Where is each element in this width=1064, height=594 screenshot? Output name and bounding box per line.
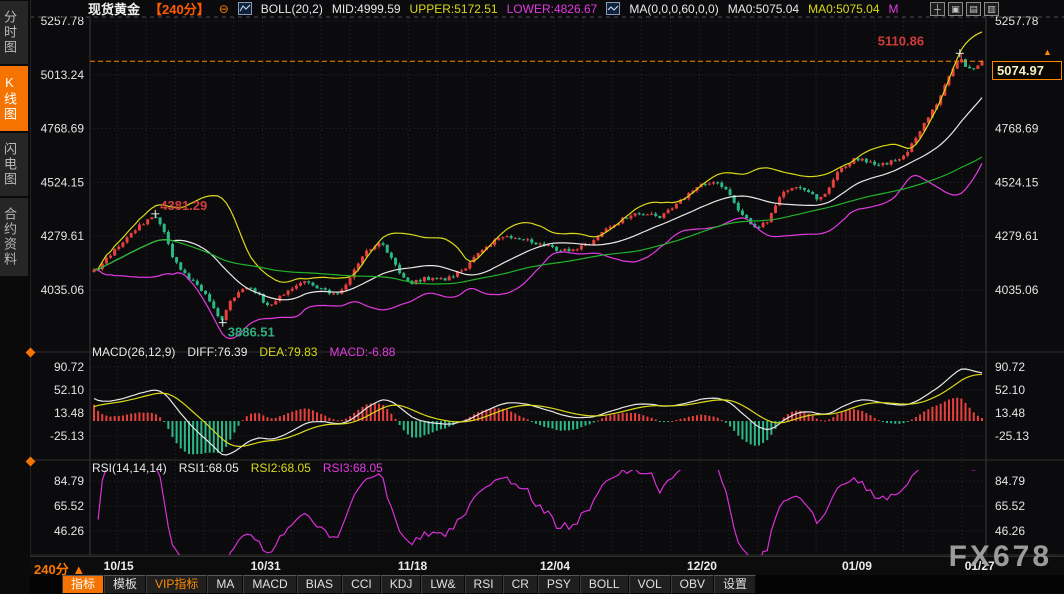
macd-legend: MACD(26,12,9) DIFF:76.39 DEA:79.83 MACD:… (92, 345, 396, 359)
rsi2-value: RSI2:68.05 (250, 461, 311, 475)
y-axis-label: -25.13 (995, 429, 1029, 443)
symbol-title: 现货黄金 (88, 2, 141, 17)
chart-header: 现货黄金 【240分】 ⊖ BOLL(20,2) MID:4999.59 UPP… (88, 1, 899, 18)
x-axis-date-label: 10/31 (250, 559, 281, 573)
y-axis-label: 46.26 (54, 524, 84, 538)
sidebar-tab-2[interactable]: 闪电图 (0, 133, 28, 196)
y-axis-label: 65.52 (54, 499, 84, 513)
toolbar-button-VIP指标[interactable]: VIP指标 (146, 575, 208, 594)
pane-layout-1-icon[interactable]: ▣ (948, 2, 963, 16)
x-axis-date-label: 11/18 (397, 559, 428, 573)
y-axis-label: 90.72 (995, 360, 1025, 374)
x-axis-date-label: 01/09 (841, 559, 872, 573)
rsi1-value: RSI1:68.05 (178, 461, 239, 475)
x-axis-row: 240分 ▲ 10/15 10/31 11/18 12/04 12/20 01/09 01/… (30, 556, 1064, 577)
sidebar-tab-1[interactable]: K线图 (0, 66, 28, 131)
left-sidebar: 分时图 K线图 闪电图 合约资料 (0, 0, 31, 594)
x-axis-date-label: 10/15 (103, 559, 134, 573)
rsi-title: RSI(14,14,14) (92, 461, 167, 475)
price-arrow-icon: ▲ (1043, 47, 1052, 57)
x-axis-date-label: 12/04 (540, 559, 571, 573)
toolbar-button-PSY[interactable]: PSY (537, 575, 580, 594)
y-axis-label: 84.79 (995, 474, 1025, 488)
watermark: FX678 (948, 540, 1052, 573)
ma0-white-value: MA0:5075.04 (727, 1, 800, 16)
price-annotation: 5110.86 (878, 33, 924, 48)
sidebar-tab-3[interactable]: 合约资料 (0, 198, 28, 276)
window-toolbar-icons: ┼ ▣ ▤ ▥ (930, 2, 999, 16)
boll-upper-value: UPPER:5172.51 (409, 1, 498, 16)
bottom-toolbar: 指标 模板 VIP指标 MA MACD BIAS CCI KDJ LW& RSI CR PSY BOLL… (30, 575, 1064, 594)
toolbar-button-模板[interactable]: 模板 (104, 575, 147, 594)
y-axis-label: 4524.15 (995, 175, 1039, 189)
boll-name: BOLL(20,2) (260, 1, 323, 16)
y-axis-label: -25.13 (50, 429, 84, 443)
y-axis-label: 52.10 (995, 383, 1025, 397)
sidebar-tab-0[interactable]: 分时图 (0, 1, 28, 64)
y-axis-label: 5257.78 (41, 14, 85, 28)
price-annotation: 3886.51 (228, 325, 275, 340)
x-axis-date-label: 01/27 (964, 559, 995, 573)
current-price-tag: 5074.97 (992, 61, 1062, 80)
toolbar-button-CR[interactable]: CR (502, 575, 538, 594)
y-axis-label: 5257.78 (995, 14, 1039, 28)
y-axis-label: 13.48 (995, 406, 1025, 420)
y-axis-label: 4279.61 (995, 229, 1039, 243)
ma-name: MA(0,0,0,60,0,0) (629, 1, 719, 16)
pane-layout-3-icon[interactable]: ▥ (984, 2, 999, 16)
boll-indicator-icon (237, 2, 252, 15)
toolbar-button-MA[interactable]: MA (207, 575, 244, 594)
period-dropdown[interactable]: 240分 ▲ (34, 562, 86, 577)
macd-dea-value: DEA:79.83 (259, 345, 318, 359)
y-axis-label: 5013.24 (41, 68, 85, 82)
y-axis-label: 90.72 (54, 360, 84, 374)
y-axis-label: 65.52 (995, 499, 1025, 513)
y-axis-label: 4768.69 (41, 122, 85, 136)
price-annotation: 4381.29 (160, 198, 207, 213)
pane-layout-2-icon[interactable]: ▤ (966, 2, 981, 16)
y-axis-label: 84.79 (54, 474, 84, 488)
toolbar-button-设置[interactable]: 设置 (713, 575, 756, 594)
macd-title: MACD(26,12,9) (92, 345, 176, 359)
toolbar-button-BOLL[interactable]: BOLL (579, 575, 629, 594)
toolbar-button-VOL[interactable]: VOL (628, 575, 671, 594)
rsi-legend: RSI(14,14,14) RSI1:68.05 RSI2:68.05 RSI3… (92, 461, 383, 475)
y-axis-label: 4768.69 (995, 122, 1039, 136)
toolbar-button-RSI[interactable]: RSI (464, 575, 503, 594)
boll-mid-value: MID:4999.59 (331, 1, 401, 16)
ma0-yellow-value: MA0:5075.04 (808, 1, 880, 16)
y-axis-label: 4035.06 (41, 283, 85, 297)
y-axis-label: 46.26 (995, 524, 1025, 538)
ma-indicator-icon (606, 2, 621, 15)
toolbar-button-MACD[interactable]: MACD (243, 575, 297, 594)
period-badge: 【240分】 (149, 2, 210, 17)
macd-diff-value: DIFF:76.39 (187, 345, 248, 359)
y-axis-label: 4035.06 (995, 283, 1039, 297)
rsi3-value: RSI3:68.05 (322, 461, 383, 475)
y-axis-label: 52.10 (54, 383, 84, 397)
toolbar-button-KDJ[interactable]: KDJ (380, 575, 422, 594)
toolbar-button-BIAS[interactable]: BIAS (296, 575, 343, 594)
collapse-indicator-icon[interactable]: ⊖ (218, 1, 229, 16)
crosshair-icon[interactable]: ┼ (930, 2, 945, 16)
toolbar-button-OBV[interactable]: OBV (670, 575, 714, 594)
toolbar-button-指标[interactable]: 指标 (62, 575, 105, 594)
x-axis-date-label: 12/20 (686, 559, 717, 573)
y-axis-label: 4524.15 (41, 175, 85, 189)
toolbar-button-CCI[interactable]: CCI (342, 575, 381, 594)
toolbar-button-LW&[interactable]: LW& (421, 575, 465, 594)
boll-lower-value: LOWER:4826.67 (506, 1, 598, 16)
macd-macd-value: MACD:-6.88 (329, 345, 396, 359)
chevron-up-icon: ▲ (72, 562, 86, 577)
y-axis-label: 4279.61 (41, 229, 85, 243)
y-axis-label: 13.48 (54, 406, 84, 420)
ma-magenta-value: M (888, 1, 899, 16)
